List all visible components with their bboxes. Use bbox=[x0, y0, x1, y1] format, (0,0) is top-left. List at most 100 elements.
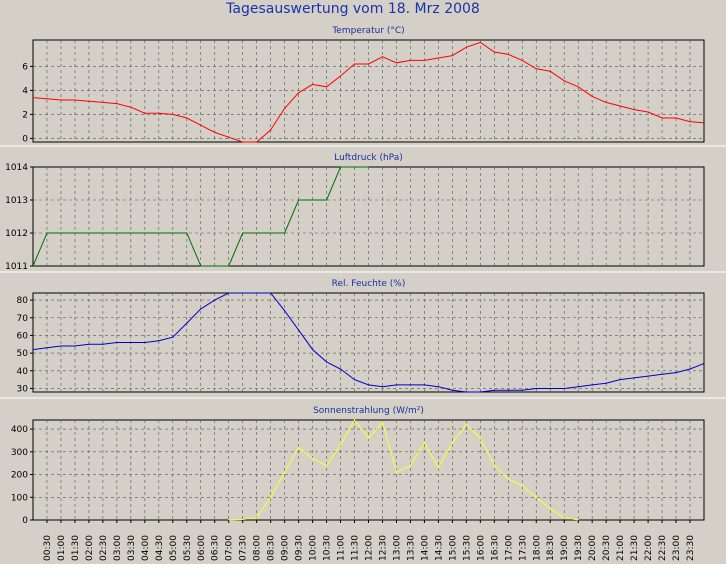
data-point bbox=[88, 232, 90, 234]
data-point bbox=[367, 166, 370, 168]
data-point bbox=[689, 121, 691, 123]
x-tick-label: 12:00 bbox=[365, 535, 375, 561]
data-point bbox=[619, 379, 621, 381]
data-point bbox=[46, 232, 48, 234]
x-tick-label: 02:00 bbox=[85, 535, 95, 561]
data-point bbox=[521, 59, 523, 62]
data-point bbox=[284, 232, 286, 234]
data-point bbox=[661, 373, 663, 375]
data-point bbox=[46, 347, 48, 349]
y-tick-label: 2 bbox=[22, 110, 28, 120]
data-point bbox=[465, 391, 467, 393]
data-point bbox=[298, 92, 300, 94]
data-point bbox=[647, 111, 649, 113]
x-tick-label: 06:30 bbox=[211, 535, 221, 561]
data-point bbox=[60, 99, 62, 101]
data-point bbox=[339, 166, 342, 168]
data-point bbox=[702, 122, 704, 124]
data-point bbox=[563, 517, 565, 519]
data-point bbox=[130, 341, 132, 344]
x-tick-label: 11:30 bbox=[351, 535, 361, 561]
data-point bbox=[172, 113, 174, 115]
data-point bbox=[381, 56, 384, 58]
x-tick-label: 12:30 bbox=[378, 535, 388, 561]
data-point bbox=[158, 112, 160, 114]
data-point bbox=[675, 117, 677, 119]
data-point bbox=[102, 101, 104, 103]
data-point bbox=[563, 80, 565, 82]
x-tick-label: 08:30 bbox=[267, 535, 277, 561]
y-tick-label: 4 bbox=[22, 86, 28, 96]
data-point bbox=[633, 377, 635, 379]
data-point bbox=[242, 292, 244, 294]
y-tick-label: 60 bbox=[17, 331, 29, 341]
data-point bbox=[214, 265, 216, 267]
x-tick-label: 10:30 bbox=[323, 535, 333, 561]
x-tick-label: 02:30 bbox=[99, 535, 109, 561]
y-tick-label: 30 bbox=[17, 384, 29, 394]
data-point bbox=[507, 478, 509, 480]
y-tick-label: 70 bbox=[17, 314, 29, 324]
y-tick-label: 300 bbox=[11, 448, 28, 458]
x-tick-label: 09:30 bbox=[295, 535, 305, 561]
x-tick-label: 23:00 bbox=[672, 535, 682, 561]
data-point bbox=[74, 345, 76, 347]
data-point bbox=[256, 517, 258, 519]
data-point bbox=[130, 232, 132, 234]
data-point bbox=[521, 389, 523, 391]
data-point bbox=[409, 59, 411, 62]
data-point bbox=[479, 437, 481, 439]
x-tick-label: 15:30 bbox=[462, 535, 472, 561]
data-point bbox=[158, 232, 160, 234]
data-point bbox=[158, 340, 160, 342]
data-point bbox=[256, 292, 258, 294]
data-point bbox=[186, 117, 188, 119]
data-point bbox=[702, 363, 704, 365]
data-point bbox=[493, 464, 495, 467]
data-point bbox=[284, 107, 286, 109]
data-point bbox=[298, 199, 300, 201]
data-point bbox=[339, 368, 342, 370]
data-point bbox=[591, 384, 593, 386]
x-tick-label: 01:30 bbox=[71, 535, 81, 561]
data-point bbox=[535, 496, 537, 498]
data-point bbox=[535, 387, 537, 390]
y-tick-label: 0 bbox=[22, 516, 28, 526]
data-point bbox=[228, 136, 230, 138]
data-point bbox=[172, 232, 174, 234]
data-point bbox=[116, 103, 118, 105]
data-point bbox=[144, 112, 146, 114]
data-point bbox=[395, 62, 398, 64]
data-point bbox=[675, 372, 677, 374]
data-point bbox=[326, 361, 328, 363]
x-tick-label: 05:00 bbox=[169, 535, 179, 561]
data-point bbox=[144, 341, 146, 344]
data-point bbox=[367, 384, 370, 386]
data-point bbox=[493, 389, 495, 391]
data-point bbox=[46, 98, 48, 100]
data-point bbox=[395, 384, 398, 386]
y-tick-label: 200 bbox=[11, 471, 28, 481]
x-tick-label: 09:00 bbox=[281, 535, 291, 561]
x-tick-label: 00:30 bbox=[43, 535, 53, 561]
data-point bbox=[437, 386, 439, 388]
data-point bbox=[353, 419, 356, 421]
x-tick-label: 22:30 bbox=[658, 535, 668, 561]
data-point bbox=[298, 446, 300, 448]
y-tick-label: 100 bbox=[11, 493, 28, 503]
data-point bbox=[395, 471, 398, 473]
y-tick-label: 1011 bbox=[5, 262, 28, 272]
data-point bbox=[661, 117, 663, 119]
x-tick-label: 18:00 bbox=[532, 535, 542, 561]
x-tick-label: 20:00 bbox=[588, 535, 598, 561]
x-tick-label: 05:30 bbox=[183, 535, 193, 561]
x-tick-label: 08:00 bbox=[253, 535, 263, 561]
data-point bbox=[507, 53, 509, 56]
data-point bbox=[186, 232, 188, 234]
data-point bbox=[591, 95, 593, 97]
data-point bbox=[465, 46, 467, 48]
data-point bbox=[423, 59, 425, 62]
data-point bbox=[605, 382, 607, 384]
y-tick-label: 40 bbox=[17, 367, 29, 377]
x-tick-label: 07:30 bbox=[239, 535, 249, 561]
